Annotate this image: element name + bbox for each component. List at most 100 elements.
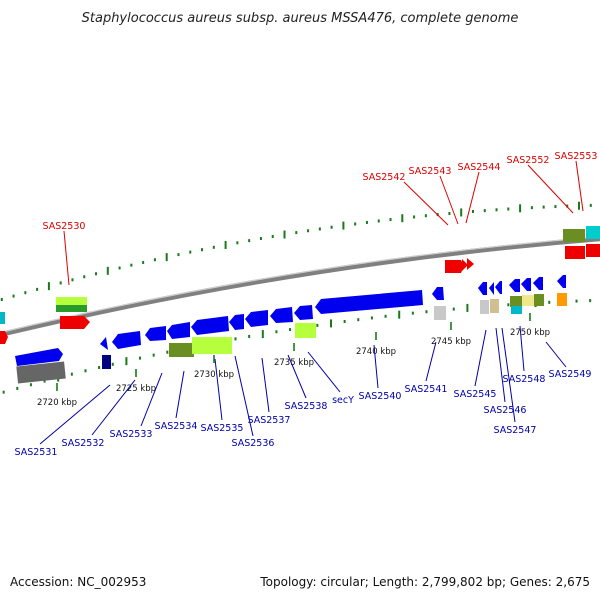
features-upper-right [445,226,600,273]
gene-label[interactable]: SAS2547 [494,425,537,436]
gene-feature[interactable] [56,297,87,305]
track-tick [483,209,486,213]
gene-feature[interactable] [434,306,446,320]
track-tick [261,330,264,339]
gene-feature[interactable] [56,305,87,312]
gene-label[interactable]: secY [332,395,354,406]
gene-label-highlight[interactable]: SAS2552 [507,155,550,166]
gene-feature[interactable] [432,287,444,300]
gene-feature[interactable] [557,275,566,288]
gene-feature[interactable] [102,355,111,369]
track-tick [177,253,180,257]
gene-feature[interactable] [467,258,474,270]
track-tick [271,234,274,238]
gene-feature[interactable] [0,331,8,344]
gene-label[interactable]: SAS2545 [454,389,497,400]
gene-feature[interactable] [100,337,108,350]
gene-feature[interactable] [16,361,66,384]
gene-label[interactable]: SAS2534 [155,421,198,432]
gene-feature[interactable] [533,277,543,290]
track-tick [248,239,251,243]
gene-feature[interactable] [522,295,534,306]
gene-feature[interactable] [315,290,423,314]
gene-feature[interactable] [191,316,229,335]
features-inner [169,306,446,357]
gene-feature[interactable] [510,296,522,307]
gene-feature[interactable] [495,281,502,294]
gene-feature[interactable] [167,322,190,339]
gene-feature[interactable] [295,323,316,338]
gene-label[interactable]: SAS2538 [285,401,328,412]
scale-label: 2745 kbp [431,337,471,347]
track-tick [236,241,239,245]
gene-feature[interactable] [462,259,468,271]
gene-label-highlight[interactable]: SAS2542 [363,172,406,183]
track-tick [507,303,510,307]
scale-label: 2750 kbp [510,328,550,338]
track-tick [2,390,5,394]
gene-label[interactable]: SAS2549 [549,369,592,380]
gene-feature[interactable] [565,246,585,259]
gene-label-highlight[interactable]: SAS2544 [458,162,501,173]
track-tick [316,323,319,327]
track-tick [139,356,142,360]
gene-label-highlight[interactable]: SAS2530 [43,221,86,232]
features-right-cluster [478,275,567,314]
gene-feature[interactable] [511,306,522,314]
gene-feature[interactable] [534,294,544,306]
gene-feature[interactable] [557,293,567,306]
gene-feature[interactable] [294,305,313,320]
gene-feature[interactable] [229,314,244,330]
gene-feature[interactable] [445,260,464,273]
gene-feature[interactable] [145,326,166,341]
gene-label[interactable]: SAS2537 [248,415,291,426]
gene-label-highlight[interactable]: SAS2553 [555,151,598,162]
track-tick [389,218,392,222]
gene-label[interactable]: SAS2535 [201,423,244,434]
gene-label[interactable]: SAS2531 [15,447,58,458]
gene-label[interactable]: SAS2536 [232,438,275,449]
track-tick [71,278,74,282]
gene-feature[interactable] [586,244,600,257]
track-tick [330,319,332,328]
gene-label[interactable]: SAS2548 [503,374,546,385]
track-tick [16,386,19,390]
track-tick [307,229,310,233]
gene-label[interactable]: SAS2532 [62,438,105,449]
gene-label[interactable]: SAS2541 [405,384,448,395]
gene-feature[interactable] [586,226,600,239]
gene-feature[interactable] [192,337,232,354]
label-leader [474,329,487,387]
gene-feature[interactable] [490,299,499,313]
gene-feature[interactable] [15,348,63,366]
gene-label[interactable]: SAS2546 [484,405,527,416]
gene-feature[interactable] [60,316,90,329]
label-leader [39,384,111,445]
label-leader [495,327,506,403]
gene-feature[interactable] [480,300,489,314]
track-tick [47,282,50,291]
gene-feature[interactable] [112,331,141,349]
gene-feature[interactable] [169,343,194,357]
gene-feature[interactable] [509,279,520,292]
label-leader [545,341,567,368]
track-tick [377,219,380,223]
track-tick [507,207,510,211]
gene-feature[interactable] [270,307,293,323]
gene-feature[interactable] [0,312,5,324]
gene-feature[interactable] [478,282,487,295]
track-tick [0,297,3,301]
gene-label-highlight[interactable]: SAS2543 [409,166,452,177]
gene-label[interactable]: SAS2540 [359,391,402,402]
accession-text: Accession: NC_002953 [10,575,146,589]
track-tick [452,307,455,311]
gene-feature[interactable] [563,229,585,242]
gene-feature[interactable] [489,282,494,295]
gene-feature[interactable] [245,310,268,327]
track-tick [111,362,114,366]
track-tick [519,204,522,213]
gene-label[interactable]: SAS2533 [110,429,153,440]
label-leader [519,325,525,372]
gene-feature[interactable] [521,278,531,291]
